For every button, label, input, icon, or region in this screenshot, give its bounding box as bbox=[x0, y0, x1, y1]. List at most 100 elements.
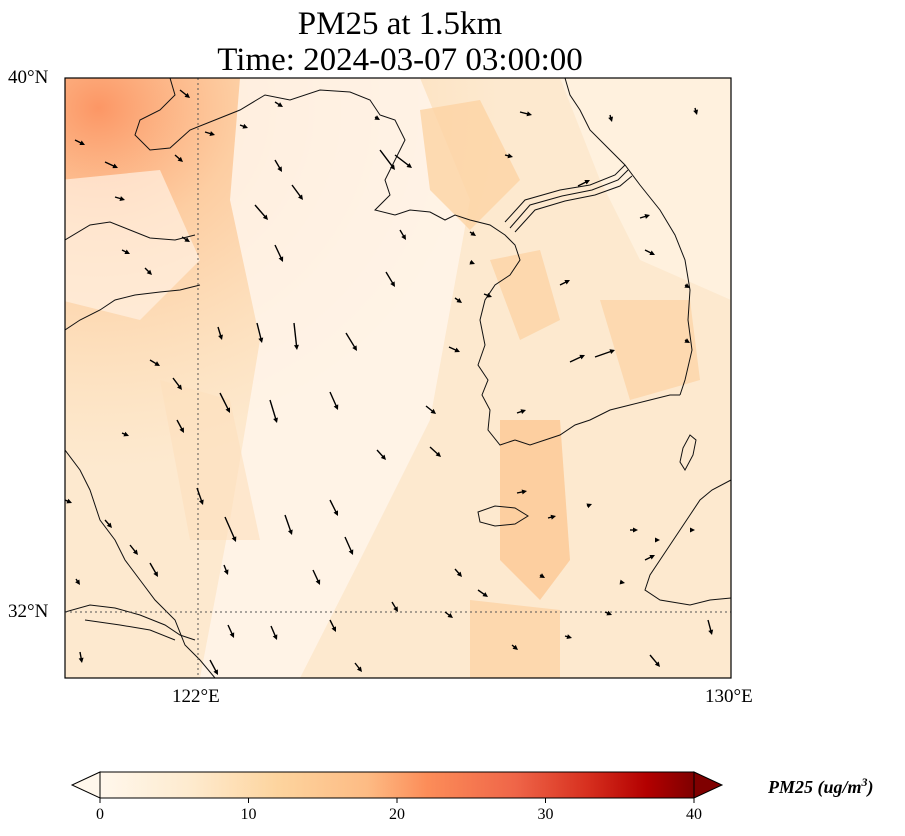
wind-vector-head bbox=[469, 259, 475, 265]
wind-vector-head bbox=[380, 454, 386, 460]
map-frame bbox=[64, 77, 732, 679]
map-title-line2: Time: 2024-03-07 03:00:00 bbox=[217, 42, 583, 78]
wind-vectors bbox=[65, 89, 714, 675]
wind-vector-head bbox=[521, 489, 527, 495]
wind-vector-head bbox=[242, 123, 248, 129]
wind-vector-head bbox=[79, 140, 85, 145]
wind-vector-head bbox=[579, 354, 585, 360]
wind-vector-head bbox=[154, 361, 160, 366]
wind-vector bbox=[196, 487, 203, 503]
wind-vector-head bbox=[693, 109, 699, 115]
wind-vector-head bbox=[608, 116, 614, 122]
wind-vector-head bbox=[393, 606, 398, 612]
wind-vector bbox=[344, 536, 353, 553]
lon-label-130e: 130°E bbox=[705, 686, 753, 707]
wind-vector-head bbox=[153, 571, 158, 577]
wind-vector-head bbox=[430, 408, 436, 414]
wind-vector-head bbox=[526, 111, 532, 117]
lon-label-122e: 122°E bbox=[172, 686, 220, 707]
wind-vector-head bbox=[390, 164, 395, 170]
wind-vector bbox=[312, 569, 320, 583]
wind-vector bbox=[345, 332, 357, 349]
wind-vector-head bbox=[564, 280, 570, 285]
wind-vector-head bbox=[223, 569, 229, 575]
wind-vector-head bbox=[277, 166, 282, 172]
wind-vector bbox=[219, 392, 230, 411]
lat-label-32n: 32°N bbox=[8, 601, 49, 622]
colorbar-tick-30: 30 bbox=[537, 806, 554, 823]
gridlines bbox=[65, 78, 731, 678]
wind-vector-head bbox=[507, 153, 513, 159]
wind-vector-head bbox=[619, 579, 625, 585]
wind-vector bbox=[707, 619, 712, 633]
wind-vector-head bbox=[512, 644, 518, 650]
wind-vector-head bbox=[273, 417, 278, 423]
wind-vector-head bbox=[258, 337, 264, 343]
wind-vector-head bbox=[401, 234, 406, 240]
wind-vector-head bbox=[356, 666, 362, 672]
wind-vector-head bbox=[584, 180, 590, 185]
wind-vector-head bbox=[454, 347, 460, 353]
wind-vector-head bbox=[609, 349, 615, 355]
wind-vector-head bbox=[277, 102, 283, 107]
wind-vector-head bbox=[225, 407, 230, 413]
wind-vector-head bbox=[184, 92, 190, 98]
wind-vector-head bbox=[566, 634, 572, 640]
wind-vector-head bbox=[262, 214, 268, 220]
wind-vector bbox=[379, 149, 394, 169]
wind-vector-head bbox=[123, 431, 129, 437]
wind-vector-head bbox=[293, 344, 299, 350]
wind-vector-head bbox=[229, 632, 235, 638]
wind-vector-head bbox=[520, 409, 526, 414]
wind-vector bbox=[149, 562, 158, 575]
wind-vector-head bbox=[198, 499, 204, 505]
wind-vector-head bbox=[550, 514, 556, 520]
wind-vector bbox=[291, 184, 302, 198]
wind-vector-head bbox=[708, 629, 714, 635]
wind-vector bbox=[254, 204, 267, 219]
wind-vector bbox=[594, 350, 613, 358]
wind-vector-head bbox=[486, 292, 492, 298]
wind-vector-head bbox=[272, 634, 278, 640]
wind-vector-head bbox=[278, 256, 284, 262]
wind-vector bbox=[569, 355, 583, 363]
wind-vector-head bbox=[586, 503, 592, 509]
wind-vector-head bbox=[112, 163, 118, 169]
wind-vector bbox=[385, 271, 395, 285]
wind-vector bbox=[274, 244, 283, 260]
wind-vector-head bbox=[374, 115, 380, 120]
map-title-line1: PM25 at 1.5km bbox=[297, 6, 503, 42]
wind-vector-head bbox=[119, 196, 125, 201]
wind-vector bbox=[329, 499, 338, 514]
wind-vector bbox=[293, 322, 298, 348]
wind-vector-head bbox=[684, 338, 690, 343]
wind-vector-head bbox=[406, 162, 412, 168]
wind-vector-head bbox=[352, 345, 357, 351]
wind-vector bbox=[224, 516, 236, 540]
wind-vector-head bbox=[315, 579, 321, 585]
wind-vector bbox=[394, 154, 411, 167]
wind-vector bbox=[256, 322, 262, 341]
colorbar-tick-40: 40 bbox=[686, 806, 702, 823]
wind-vector-head bbox=[333, 404, 339, 410]
wind-vector bbox=[269, 399, 277, 421]
wind-vector-head bbox=[231, 536, 237, 542]
wind-vector-head bbox=[606, 610, 612, 616]
wind-vector-head bbox=[218, 334, 223, 340]
wind-vector-head bbox=[456, 571, 462, 577]
wind-vector-head bbox=[482, 592, 488, 597]
wind-vector-head bbox=[298, 194, 303, 200]
wind-vector-head bbox=[146, 269, 152, 275]
wind-vector-head bbox=[132, 549, 138, 555]
wind-vector-head bbox=[654, 661, 660, 667]
wind-vector-head bbox=[447, 613, 453, 618]
colorbar bbox=[70, 771, 724, 803]
wind-vector-head bbox=[209, 131, 215, 136]
wind-vector-head bbox=[177, 156, 183, 162]
wind-vector-head bbox=[435, 451, 441, 457]
wind-vector-head bbox=[649, 555, 655, 560]
wind-vector-head bbox=[333, 510, 338, 516]
wind-vector bbox=[329, 391, 338, 408]
wind-vector-head bbox=[644, 214, 650, 219]
